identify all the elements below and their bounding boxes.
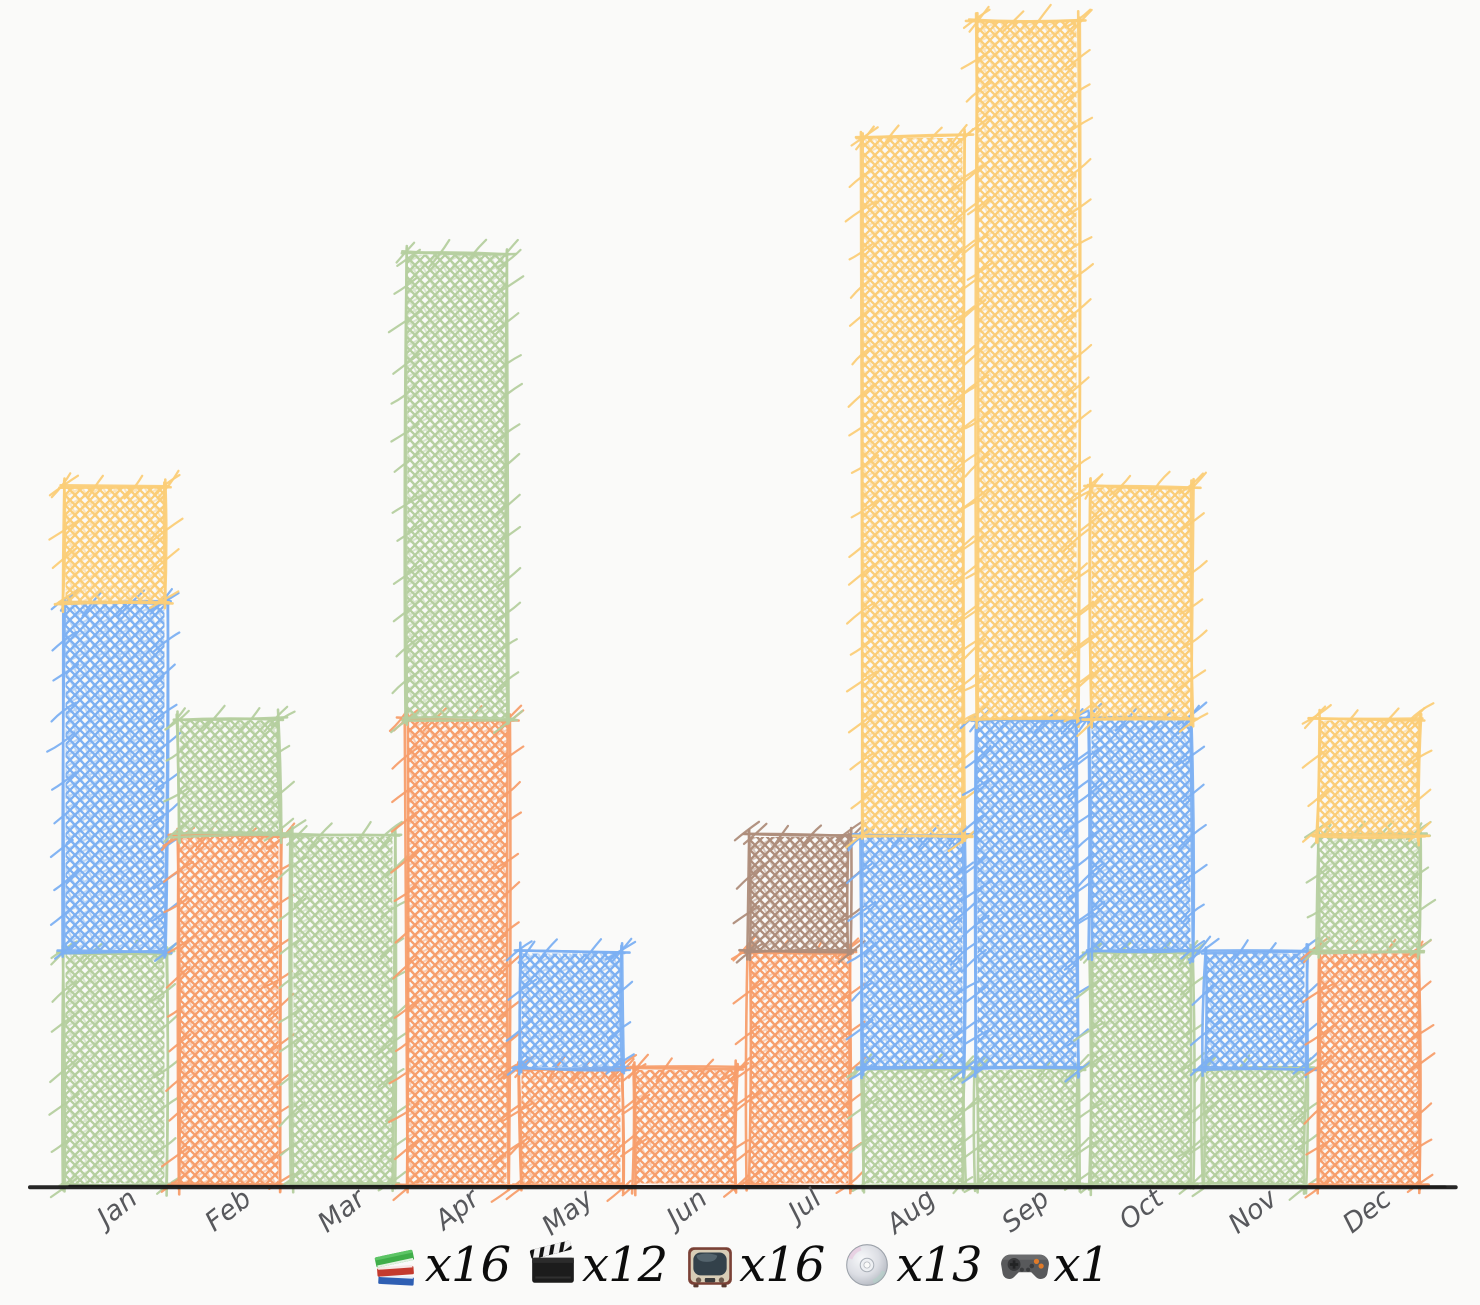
bar-feb[interactable] [160,704,296,1196]
legend-count: x12 [582,1237,668,1293]
x-tick-jun: Jun [657,1183,713,1236]
bar-segment-jun-cds[interactable] [620,1053,753,1198]
legend-count: x16 [424,1237,511,1293]
tv-icon [685,1240,735,1290]
books-icon [371,1240,421,1290]
clapperboard-icon [528,1240,578,1290]
x-tick-sep: Sep [996,1183,1055,1239]
bar-nov[interactable] [1187,935,1322,1201]
legend-item-tv: x16 [685,1237,825,1293]
bar-sep[interactable] [958,3,1095,1194]
bar-segment-aug-movies[interactable] [845,824,979,1081]
x-tick-mar: Mar [312,1182,373,1239]
bar-segment-dec-books[interactable] [1304,820,1437,961]
bar-segment-jan-tv[interactable] [48,469,184,614]
bar-jun[interactable] [620,1053,753,1198]
bar-segment-dec-cds[interactable] [1300,936,1436,1199]
legend-item-clapperboard: x12 [528,1237,668,1293]
legend: x16 x12 x16 x13 x1 [0,1232,1480,1298]
x-tick-jul: Jul [779,1183,828,1231]
bar-segment-sep-books[interactable] [963,1053,1093,1194]
bar-segment-dec-tv[interactable] [1301,702,1435,847]
bar-segment-nov-books[interactable] [1188,1054,1322,1201]
legend-item-cd: x13 [842,1237,983,1293]
bar-jan[interactable] [46,469,184,1199]
legend-item-books: x16 [371,1237,511,1293]
bar-may[interactable] [502,937,639,1202]
bar-segment-feb-cds[interactable] [160,820,296,1196]
legend-count: x1 [1053,1237,1111,1293]
legend-count: x13 [896,1237,982,1293]
bar-segment-oct-books[interactable] [1073,939,1207,1197]
bar-segment-sep-tv[interactable] [958,3,1095,730]
bar-segment-oct-tv[interactable] [1073,470,1209,738]
legend-count: x16 [739,1237,825,1293]
bar-segment-apr-books[interactable] [387,238,525,734]
bar-mar[interactable] [277,819,411,1194]
bar-segment-jan-movies[interactable] [46,588,183,962]
bar-apr[interactable] [387,238,525,1203]
bar-segment-mar-books[interactable] [277,819,411,1194]
bar-segment-sep-movies[interactable] [959,705,1095,1084]
bar-segment-aug-tv[interactable] [844,124,980,853]
gamepad-icon [1000,1240,1050,1290]
bar-segment-jan-books[interactable] [48,937,183,1199]
bar-segment-nov-movies[interactable] [1187,935,1322,1079]
x-tick-jan: Jan [87,1183,143,1236]
bar-segment-aug-books[interactable] [846,1053,980,1195]
bar-segment-may-cds[interactable] [502,1054,639,1202]
legend-item-gamepad: x1 [1000,1240,1110,1290]
bar-oct[interactable] [1073,470,1209,1197]
cd-icon [842,1240,892,1290]
bar-aug[interactable] [844,124,980,1195]
x-tick-feb: Feb [199,1183,257,1238]
bar-segment-apr-cds[interactable] [388,704,525,1203]
x-tick-apr: Apr [428,1182,487,1238]
bar-dec[interactable] [1300,702,1437,1199]
x-tick-oct: Oct [1113,1182,1170,1236]
bar-segment-oct-movies[interactable] [1074,701,1208,963]
bar-segment-jul-games[interactable] [732,819,867,964]
bar-segment-jul-cds[interactable] [730,935,868,1195]
bar-segment-feb-books[interactable] [163,704,296,845]
bar-segment-may-movies[interactable] [505,937,637,1076]
bar-jul[interactable] [730,819,868,1195]
